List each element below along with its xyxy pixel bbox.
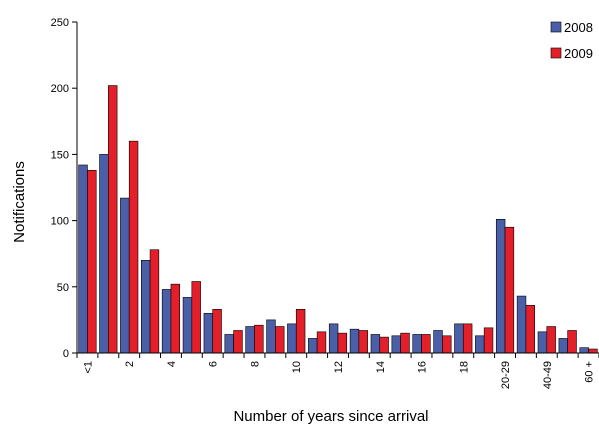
- x-tick-label: 4: [166, 361, 178, 367]
- x-tick-label: 12: [333, 361, 345, 373]
- bar-2008-8: [245, 326, 255, 354]
- bar-2008-5: [182, 297, 193, 354]
- bar-2009-18: [462, 323, 473, 354]
- bar-2009-3: [149, 249, 160, 354]
- x-axis-title: Number of years since arrival: [233, 408, 428, 425]
- y-tick-label: 0: [63, 348, 69, 360]
- bar-2009-13: [358, 330, 368, 354]
- bar-2009-50-59: [567, 330, 577, 354]
- y-axis-ticks: 0 50 100 150 200 250: [51, 17, 77, 360]
- bar-2009-40-49: [546, 326, 556, 354]
- bar-2008-7: [224, 334, 234, 354]
- x-tick-label: 60 +: [584, 361, 596, 383]
- bar-2009-20-29: [504, 226, 515, 354]
- bar-2008-50-59: [558, 338, 568, 354]
- legend-label-2009: 2009: [564, 46, 593, 61]
- bar-2008-10: [287, 323, 297, 354]
- x-tick-label: 6: [208, 361, 220, 367]
- bar-2009-5: [191, 281, 201, 354]
- bars-layer: [78, 85, 598, 354]
- x-tick-label: 14: [375, 361, 387, 373]
- bar-2009-19: [483, 327, 494, 354]
- bar-2009-8: [254, 324, 264, 354]
- bar-2009-10: [295, 309, 306, 354]
- bar-2009-17: [442, 335, 452, 354]
- y-axis-title: Notifications: [11, 161, 28, 243]
- bar-2009-1: [108, 85, 118, 354]
- bar-2008-9: [266, 319, 276, 354]
- bar-2009-30-39: [525, 305, 535, 354]
- bar-2008-6: [203, 312, 214, 354]
- bar-2008-12: [328, 323, 339, 354]
- bar-2008-19: [475, 335, 485, 354]
- bar-2008-30-39: [516, 295, 527, 354]
- x-tick-label: 10: [291, 361, 303, 373]
- bar-2008-<1: [78, 164, 88, 354]
- bar-2008-11: [308, 338, 318, 354]
- bar-2009-15: [400, 332, 410, 354]
- x-tick-label: 40-49: [542, 361, 554, 389]
- x-axis-ticks: <1 2 4 6 8 10 12 14 16 18 20-29 40-49 60 +: [76, 353, 599, 389]
- bar-2008-16: [412, 334, 422, 354]
- x-tick-label: 16: [417, 361, 429, 373]
- bar-2009-60 +: [588, 348, 598, 354]
- x-tick-label: 20-29: [500, 361, 512, 389]
- bar-2008-2: [120, 197, 130, 354]
- y-tick-label: 50: [57, 282, 69, 294]
- bar-2009-12: [337, 332, 348, 354]
- x-tick-label: 18: [458, 361, 470, 373]
- bar-2008-14: [370, 334, 381, 354]
- bar-2008-1: [99, 154, 109, 354]
- bar-2009-2: [128, 140, 139, 354]
- bar-2008-18: [454, 323, 464, 354]
- bar-2008-4: [161, 289, 172, 354]
- y-tick-label: 250: [51, 17, 69, 29]
- bar-2009-9: [275, 326, 285, 354]
- bar-2009-6: [212, 309, 222, 354]
- y-tick-label: 100: [51, 216, 69, 228]
- x-tick-label: 8: [249, 361, 261, 367]
- y-tick-label: 150: [51, 149, 69, 161]
- bar-2008-17: [433, 330, 443, 354]
- legend-swatch-2008: [550, 21, 562, 33]
- legend-swatch-2009: [550, 47, 562, 59]
- bar-2009-11: [316, 331, 327, 354]
- legend: 2008 2009: [550, 20, 593, 61]
- bar-2009-<1: [87, 169, 97, 354]
- x-tick-label: 2: [124, 361, 136, 367]
- bar-2009-16: [421, 334, 431, 354]
- y-tick-label: 200: [51, 83, 69, 95]
- bar-2008-40-49: [537, 331, 548, 354]
- bar-2009-14: [379, 336, 389, 354]
- bar-2009-4: [170, 283, 181, 354]
- bar-2008-15: [391, 335, 401, 354]
- x-tick-label: <1: [82, 361, 94, 374]
- legend-label-2008: 2008: [564, 20, 593, 35]
- bar-2008-13: [349, 328, 360, 354]
- bar-2008-3: [141, 260, 151, 354]
- bar-2009-7: [233, 330, 243, 354]
- bar-2008-60 +: [579, 347, 589, 354]
- bar-2008-20-29: [495, 218, 506, 354]
